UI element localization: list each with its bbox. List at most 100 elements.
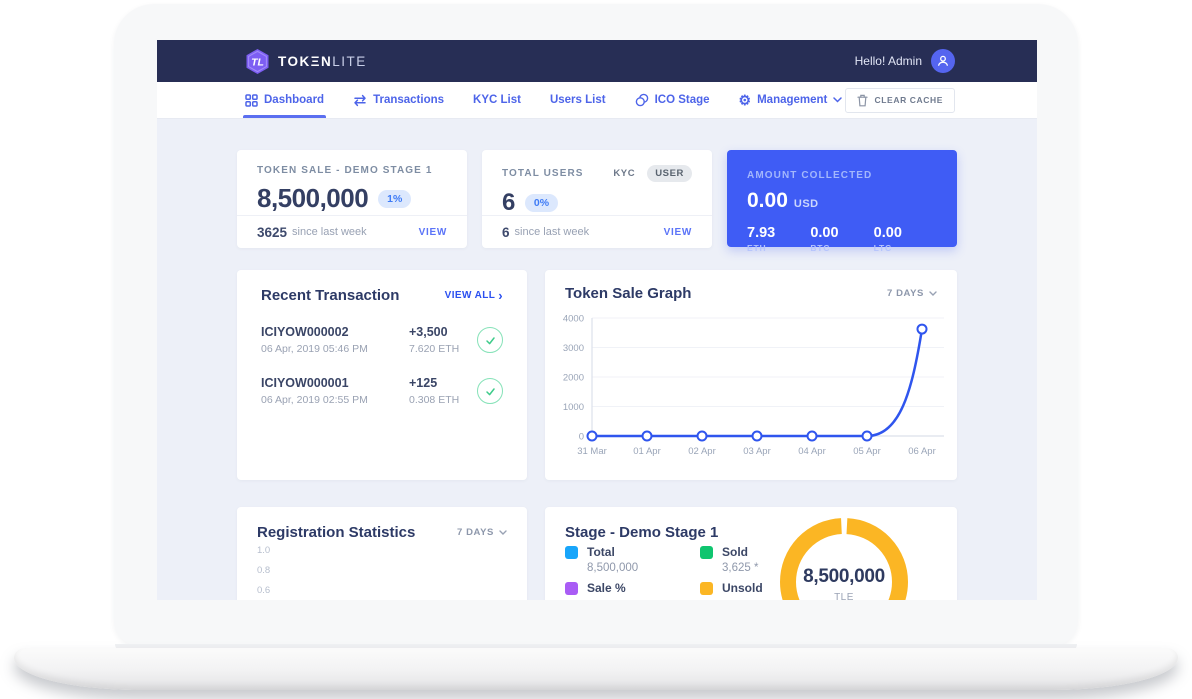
x-tick-label: 04 Apr (798, 446, 825, 457)
amount-usd-currency: USD (793, 198, 819, 210)
registration-statistics-card: Registration Statistics 7 DAYS 1.0 0.8 0.6 (237, 507, 527, 600)
user-avatar[interactable] (931, 49, 955, 73)
y-tick-label: 0.6 (257, 585, 271, 596)
chevron-down-icon (833, 97, 843, 103)
tab-label: Transactions (373, 94, 445, 106)
tab-kyc-list[interactable]: KYC List (473, 82, 521, 118)
tx-eth: 7.620 ETH (409, 343, 460, 355)
legend-label: Unsold (722, 581, 763, 595)
period-dropdown[interactable]: 7 DAYS (887, 288, 937, 299)
check-icon (484, 385, 497, 398)
y-tick-label: 1000 (563, 402, 584, 413)
tab-dashboard[interactable]: Dashboard (242, 82, 327, 118)
data-point (916, 323, 928, 335)
view-all-link[interactable]: VIEW ALL › (444, 287, 503, 303)
brand-name: TOKΞNLITE (278, 53, 367, 69)
swap-arrows-icon (353, 94, 367, 107)
delta-suffix: since last week (514, 226, 590, 238)
tx-id: ICIYOW000002 (261, 325, 349, 339)
transaction-row: ICIYOW000001 06 Apr, 2019 02:55 PM +125 … (261, 376, 503, 406)
y-tick-label: 0.8 (257, 565, 271, 576)
brand-logo[interactable]: TL TOKΞNLITE (245, 48, 367, 75)
delta-value: 6 (502, 224, 510, 240)
crypto-currency: BTC (810, 243, 831, 253)
legend-swatch-unsold (700, 581, 713, 595)
chevron-right-icon: › (498, 287, 503, 303)
y-tick-label: 0 (579, 432, 584, 443)
legend-swatch-total (565, 545, 578, 559)
token-sale-graph-card: Token Sale Graph 7 DAYS 0 1000 2000 3000 400… (545, 270, 957, 480)
legend-swatch-sold (700, 545, 713, 559)
donut-chart (780, 518, 908, 600)
legend-sale-pct: Sale % (565, 581, 695, 598)
card-label: TOKEN SALE - DEMO STAGE 1 (257, 165, 433, 176)
legend-sold: Sold 3,625 * (700, 545, 830, 574)
tx-eth: 0.308 ETH (409, 394, 460, 406)
amount-collected-card: AMOUNT COLLECTED 0.00 USD 7.93 ETH 0.00 … (727, 150, 957, 253)
legend-total: Total 8,500,000 (565, 545, 695, 574)
percent-badge: 0% (524, 194, 559, 212)
line-chart: 0 1000 2000 3000 4000 31 Mar 01 Apr 02 Apr 03 Ap… (563, 314, 944, 457)
data-point (641, 430, 653, 442)
period-label: 7 DAYS (886, 288, 924, 299)
coins-icon (635, 93, 649, 107)
crypto-value: 7.93 (747, 225, 776, 241)
donut-center: 8,500,000 TLE (780, 566, 908, 600)
view-all-label: VIEW ALL (444, 290, 496, 301)
x-tick-label: 03 Apr (743, 446, 770, 457)
tx-amount: +3,500 (409, 325, 448, 339)
tab-management[interactable]: ⚙ Management (739, 82, 843, 118)
data-point (751, 430, 763, 442)
delta-value: 3625 (257, 224, 288, 240)
legend-label: Sale % (587, 581, 626, 595)
panel-title: Recent Transaction (261, 287, 400, 304)
y-tick-label: 1.0 (257, 545, 271, 556)
y-tick-label: 2000 (563, 373, 584, 384)
total-users-value: 6 (502, 189, 515, 216)
grid-icon (245, 93, 258, 107)
crypto-currency: ETH (747, 243, 767, 253)
greeting-text: Hello! Admin (854, 54, 922, 68)
legend-swatch-sale-pct (565, 581, 578, 595)
x-tick-label: 01 Apr (633, 446, 660, 457)
toggle-kyc[interactable]: KYC (613, 168, 636, 179)
period-dropdown[interactable]: 7 DAYS (457, 527, 507, 538)
tx-confirmed-badge (477, 327, 503, 353)
trash-icon (856, 94, 868, 107)
tab-label: Users List (549, 94, 606, 106)
data-point (586, 430, 598, 442)
clear-cache-button[interactable]: CLEAR CACHE (844, 87, 955, 113)
legend-unsold: Unsold (700, 581, 830, 598)
view-link[interactable]: VIEW (663, 226, 692, 238)
tx-date: 06 Apr, 2019 05:46 PM (261, 343, 368, 355)
card-label: AMOUNT COLLECTED (747, 170, 873, 181)
legend-label: Sold (722, 545, 748, 559)
view-link[interactable]: VIEW (418, 226, 447, 238)
x-tick-label: 02 Apr (688, 446, 715, 457)
donut-center-value: 8,500,000 (803, 566, 885, 587)
toggle-user[interactable]: USER (647, 165, 692, 182)
tab-label: ICO Stage (654, 94, 710, 106)
tab-transactions[interactable]: Transactions (353, 82, 444, 118)
legend-value: 3,625 * (722, 562, 759, 574)
svg-text:TL: TL (251, 56, 264, 68)
tx-amount: +125 (409, 376, 438, 390)
tab-ico-stage[interactable]: ICO Stage (635, 82, 710, 118)
transaction-row: ICIYOW000002 06 Apr, 2019 05:46 PM +3,50… (261, 325, 503, 355)
check-icon (484, 334, 497, 347)
crypto-value: 0.00 (873, 225, 902, 241)
top-navbar: TL TOKΞNLITE Hello! Admin (157, 40, 1037, 82)
legend-label: Total (587, 545, 615, 559)
data-point (696, 430, 708, 442)
tokenlite-logo-icon: TL (245, 48, 270, 75)
tab-label: Management (757, 94, 828, 106)
tab-label: KYC List (473, 94, 521, 106)
menu-bar: Dashboard Transactions KYC List Users (157, 82, 1037, 119)
x-tick-label: 06 Apr (908, 446, 935, 457)
token-sale-value: 8,500,000 (257, 183, 369, 213)
panel-title: Token Sale Graph (565, 285, 692, 302)
data-point (861, 430, 873, 442)
tab-users-list[interactable]: Users List (550, 82, 606, 118)
panel-title: Stage - Demo Stage 1 (565, 524, 719, 541)
